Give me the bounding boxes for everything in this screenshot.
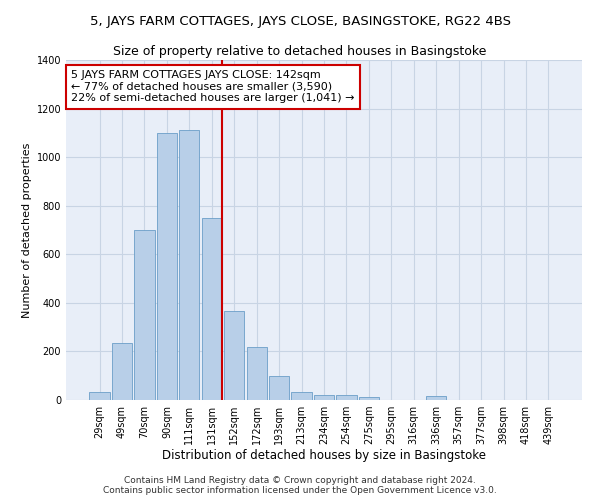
Text: Contains HM Land Registry data © Crown copyright and database right 2024.
Contai: Contains HM Land Registry data © Crown c… [103,476,497,495]
Bar [426,396,446,400]
Bar [292,392,311,400]
X-axis label: Distribution of detached houses by size in Basingstoke: Distribution of detached houses by size … [162,448,486,462]
Text: Size of property relative to detached houses in Basingstoke: Size of property relative to detached ho… [113,45,487,58]
Bar [112,343,132,400]
Bar [247,346,267,400]
Y-axis label: Number of detached properties: Number of detached properties [22,142,32,318]
Bar [134,230,155,400]
Bar [314,395,334,400]
Bar [224,312,244,400]
Bar [269,376,289,400]
Bar [157,133,177,400]
Bar [202,218,222,400]
Bar [359,396,379,400]
Bar [179,130,199,400]
Text: 5, JAYS FARM COTTAGES, JAYS CLOSE, BASINGSTOKE, RG22 4BS: 5, JAYS FARM COTTAGES, JAYS CLOSE, BASIN… [89,15,511,28]
Text: 5 JAYS FARM COTTAGES JAYS CLOSE: 142sqm
← 77% of detached houses are smaller (3,: 5 JAYS FARM COTTAGES JAYS CLOSE: 142sqm … [71,70,355,103]
Bar [337,395,356,400]
Bar [89,392,110,400]
